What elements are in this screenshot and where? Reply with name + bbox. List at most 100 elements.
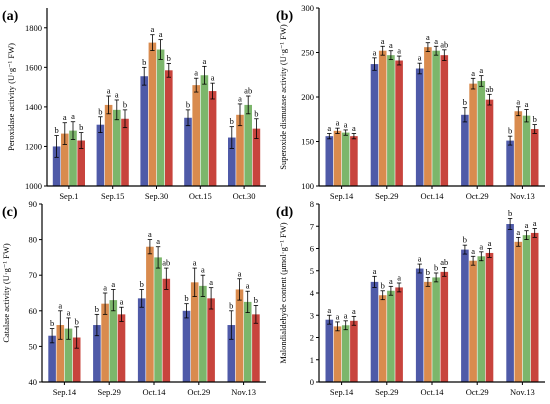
bar xyxy=(96,124,105,186)
bar xyxy=(200,75,209,186)
significance-letter: a xyxy=(373,47,377,57)
bar xyxy=(370,64,379,186)
significance-letter: a xyxy=(201,265,205,275)
bar xyxy=(395,287,403,382)
bar xyxy=(440,55,449,186)
significance-letter: a xyxy=(471,68,475,78)
significance-letter: a xyxy=(352,306,356,316)
y-axis-title: Malondialdehyde content (μmol·g⁻¹ FW) xyxy=(278,222,288,363)
significance-letter: b xyxy=(434,262,438,272)
x-tick-label: Oct.14 xyxy=(421,191,445,201)
y-tick-label: 50 xyxy=(29,341,38,351)
y-tick-label: 150 xyxy=(301,137,314,147)
bar xyxy=(378,295,387,382)
bar xyxy=(208,91,217,186)
significance-letter: a xyxy=(115,89,119,99)
significance-letter: b xyxy=(79,122,83,132)
bar xyxy=(440,271,449,382)
significance-letter: a xyxy=(151,24,155,34)
y-tick-label: 1400 xyxy=(25,102,42,112)
y-axis-title: Superoxide dismutase activity (U·g⁻¹ FW) xyxy=(278,24,288,170)
significance-letter: a xyxy=(111,279,115,289)
y-tick-label: 6 xyxy=(310,244,314,254)
bar xyxy=(72,337,81,382)
bar xyxy=(350,136,358,186)
significance-letter: a xyxy=(209,277,213,287)
bar xyxy=(461,249,469,382)
significance-letter: a xyxy=(426,32,430,42)
bar xyxy=(192,85,200,186)
bar xyxy=(146,246,154,382)
bar xyxy=(325,136,334,186)
significance-letter: a xyxy=(525,99,529,109)
x-tick-label: Sep.15 xyxy=(101,191,124,201)
significance-letter: a xyxy=(471,246,475,256)
x-tick-label: Oct.15 xyxy=(189,191,212,201)
significance-letter: a xyxy=(381,36,385,46)
y-tick-label: 1200 xyxy=(25,141,42,151)
x-tick-label: Sep.14 xyxy=(330,387,354,397)
bar xyxy=(522,115,531,186)
significance-letter: a xyxy=(120,297,124,307)
significance-letter: a xyxy=(389,40,393,50)
bar xyxy=(109,300,118,382)
significance-letter: b xyxy=(508,208,512,218)
y-tick-label: 8 xyxy=(310,199,314,209)
bar xyxy=(432,50,440,186)
significance-letter: a xyxy=(397,272,401,282)
significance-letter: a xyxy=(344,119,348,129)
significance-letter: b xyxy=(381,280,385,290)
significance-letter: a xyxy=(71,111,75,121)
y-tick-label: 90 xyxy=(29,199,38,209)
x-tick-label: Oct.29 xyxy=(466,387,489,397)
bar xyxy=(477,80,486,186)
significance-letter: a xyxy=(479,241,483,251)
bar xyxy=(156,49,165,187)
bar xyxy=(77,140,85,186)
bar xyxy=(154,257,162,382)
bar xyxy=(370,281,379,382)
x-tick-label: Sep.29 xyxy=(375,191,398,201)
y-tick-label: 80 xyxy=(29,235,38,245)
bar xyxy=(93,325,101,382)
significance-letter: a xyxy=(327,305,331,315)
bar xyxy=(387,290,395,382)
significance-letter: a xyxy=(344,310,348,320)
y-tick-label: 250 xyxy=(301,48,314,58)
bar xyxy=(485,252,494,382)
bar xyxy=(325,319,334,382)
significance-letter: b xyxy=(426,267,430,277)
bar xyxy=(207,298,215,382)
bar xyxy=(252,314,260,382)
significance-letter: b xyxy=(98,106,102,116)
significance-letter: a xyxy=(525,220,529,230)
bar xyxy=(506,140,514,186)
significance-letter: a xyxy=(336,118,340,128)
significance-letter: b xyxy=(123,99,127,109)
significance-letter: a xyxy=(211,73,215,83)
bar xyxy=(415,68,424,186)
y-axis-title: Catalase activity (U·g⁻¹ FW) xyxy=(1,243,11,342)
x-tick-label: Sep.1 xyxy=(59,191,78,201)
bar xyxy=(530,129,539,186)
bar xyxy=(522,235,531,382)
significance-letter: ab xyxy=(440,257,448,267)
bar xyxy=(485,99,494,186)
y-tick-label: 70 xyxy=(29,270,38,280)
significance-letter: a xyxy=(203,56,207,66)
bar xyxy=(350,320,358,382)
significance-letter: a xyxy=(327,123,331,133)
x-tick-label: Oct.29 xyxy=(466,191,489,201)
x-tick-label: Oct.14 xyxy=(143,387,167,397)
bar xyxy=(137,298,146,382)
bar xyxy=(244,104,252,186)
bar xyxy=(69,130,77,186)
panel-label: (a) xyxy=(2,9,19,24)
bar xyxy=(333,326,342,382)
x-tick-label: Sep.30 xyxy=(145,191,168,201)
significance-letter: a xyxy=(516,227,520,237)
significance-letter: a xyxy=(238,93,242,103)
